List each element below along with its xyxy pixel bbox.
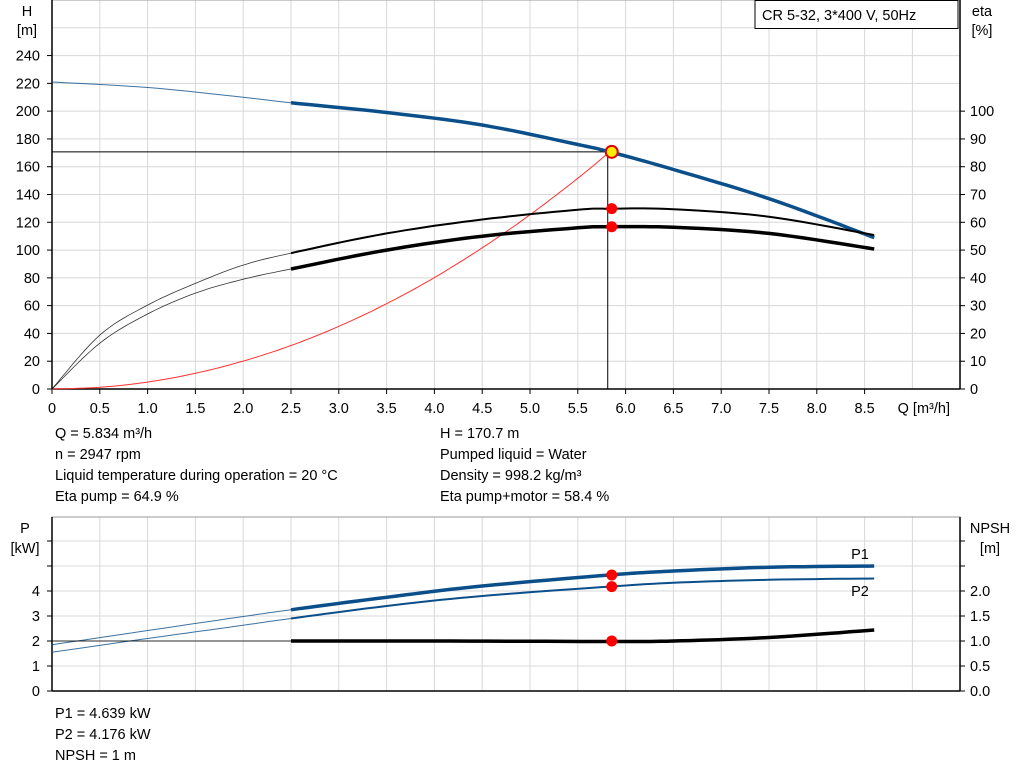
y-tick-label-left: 100	[16, 243, 40, 259]
y-tick-label-left: 60	[24, 299, 40, 315]
info-eta-pump: Eta pump = 64.9 %	[55, 489, 179, 505]
legend-box	[754, 0, 959, 29]
eta-pump-motor-curve	[290, 224, 875, 271]
npsh-tick-label: 1.5	[970, 609, 990, 625]
head-curve-extrapolated	[51, 81, 292, 104]
p-axis-label: P	[20, 521, 30, 537]
eta-pump-marker	[606, 203, 618, 215]
y-tick-label-left: 200	[16, 104, 40, 120]
npsh-tick-label: 0.0	[970, 684, 990, 700]
y-tick-label-right: 100	[970, 104, 994, 120]
y-tick-label-left: 0	[32, 382, 40, 398]
y-axis-label-right: eta	[972, 4, 993, 20]
x-tick-label: 1.5	[185, 401, 205, 417]
y-tick-label-right: 0	[970, 382, 978, 398]
x-tick-label: 8.0	[807, 401, 827, 417]
x-tick-label: 6.5	[663, 401, 683, 417]
y-tick-label-left: 160	[16, 160, 40, 176]
info-q: Q = 5.834 m³/h	[55, 426, 153, 442]
y-tick-label-right: 20	[970, 326, 986, 342]
plot-frame-bottom	[51, 516, 961, 692]
legend-text: CR 5-32, 3*400 V, 50Hz	[762, 8, 916, 24]
p-axis-unit: [kW]	[11, 541, 40, 557]
y-tick-label-left: 20	[24, 354, 40, 370]
y-tick-label-right: 90	[970, 132, 986, 148]
head-curve	[290, 101, 875, 240]
x-tick-label: 0.5	[90, 401, 110, 417]
y-axis-unit-right: [%]	[972, 23, 993, 39]
x-tick-label: 4.0	[424, 401, 444, 417]
x-axis-label: Q [m³/h]	[898, 401, 950, 417]
info-liquid-temp: Liquid temperature during operation = 20…	[55, 468, 338, 484]
y-tick-label-right: 40	[970, 271, 986, 287]
y-tick-label-right: 10	[970, 354, 986, 370]
p-tick-label: 0	[32, 684, 40, 700]
y-tick-label-right: 30	[970, 299, 986, 315]
x-tick-label: 6.0	[616, 401, 636, 417]
npsh-curve	[291, 628, 875, 644]
p-tick-label: 4	[32, 584, 40, 600]
x-tick-label: 4.5	[472, 401, 492, 417]
info-density: Density = 998.2 kg/m³	[440, 468, 582, 484]
x-tick-label: 7.5	[759, 401, 779, 417]
duty-point-marker	[604, 144, 619, 159]
info-p1: P1 = 4.639 kW	[55, 706, 151, 722]
y-tick-label-right: 70	[970, 188, 986, 204]
x-tick-label: 8.5	[855, 401, 875, 417]
npsh-tick-label: 0.5	[970, 659, 990, 675]
p2-curve-extrapolated	[51, 618, 292, 653]
x-tick-label: 2.5	[281, 401, 301, 417]
y-tick-label-left: 220	[16, 76, 40, 92]
x-tick-label: 5.5	[568, 401, 588, 417]
x-tick-label: 7.0	[711, 401, 731, 417]
y-tick-label-left: 180	[16, 132, 40, 148]
info-head: H = 170.7 m	[440, 426, 520, 442]
y-tick-label-left: 120	[16, 215, 40, 231]
npsh-axis-unit: [m]	[980, 541, 1000, 557]
y-tick-label-left: 140	[16, 188, 40, 204]
info-eta-pump-motor: Eta pump+motor = 58.4 %	[440, 489, 610, 505]
x-tick-label: 1.0	[138, 401, 158, 417]
y-axis-unit-left: [m]	[17, 23, 37, 39]
y-tick-label-right: 60	[970, 215, 986, 231]
p2-marker	[606, 581, 618, 593]
eta-pump-motor-marker	[606, 221, 618, 233]
info-p2: P2 = 4.176 kW	[55, 727, 151, 743]
system-curve	[51, 151, 611, 390]
y-tick-label-left: 80	[24, 271, 40, 287]
eta-pump-motor-curve-extrapolated	[51, 268, 292, 390]
npsh-tick-label: 1.0	[970, 634, 990, 650]
eta-pump-curve-extrapolated	[51, 252, 292, 390]
p1-curve-extrapolated	[51, 609, 292, 646]
x-tick-label: 5.0	[520, 401, 540, 417]
y-tick-label-left: 240	[16, 49, 40, 65]
p-tick-label: 1	[32, 659, 40, 675]
npsh-marker	[606, 635, 618, 647]
info-speed: n = 2947 rpm	[55, 447, 141, 463]
npsh-axis-label: NPSH	[970, 521, 1010, 537]
x-tick-label: 3.0	[329, 401, 349, 417]
p2-label: P2	[851, 584, 869, 600]
info-npsh: NPSH = 1 m	[55, 748, 136, 764]
y-tick-label-right: 50	[970, 243, 986, 259]
x-tick-label: 0	[48, 401, 56, 417]
x-tick-label: 2.0	[233, 401, 253, 417]
y-tick-label-left: 40	[24, 326, 40, 342]
p-tick-label: 3	[32, 609, 40, 625]
eta-pump-curve	[290, 207, 875, 255]
p1-marker	[606, 569, 618, 581]
y-axis-label-left: H	[22, 4, 32, 20]
npsh-tick-label: 2.0	[970, 584, 990, 600]
p1-label: P1	[851, 547, 869, 563]
y-tick-label-right: 80	[970, 160, 986, 176]
info-liquid: Pumped liquid = Water	[440, 447, 587, 463]
p-tick-label: 2	[32, 634, 40, 650]
x-tick-label: 3.5	[377, 401, 397, 417]
